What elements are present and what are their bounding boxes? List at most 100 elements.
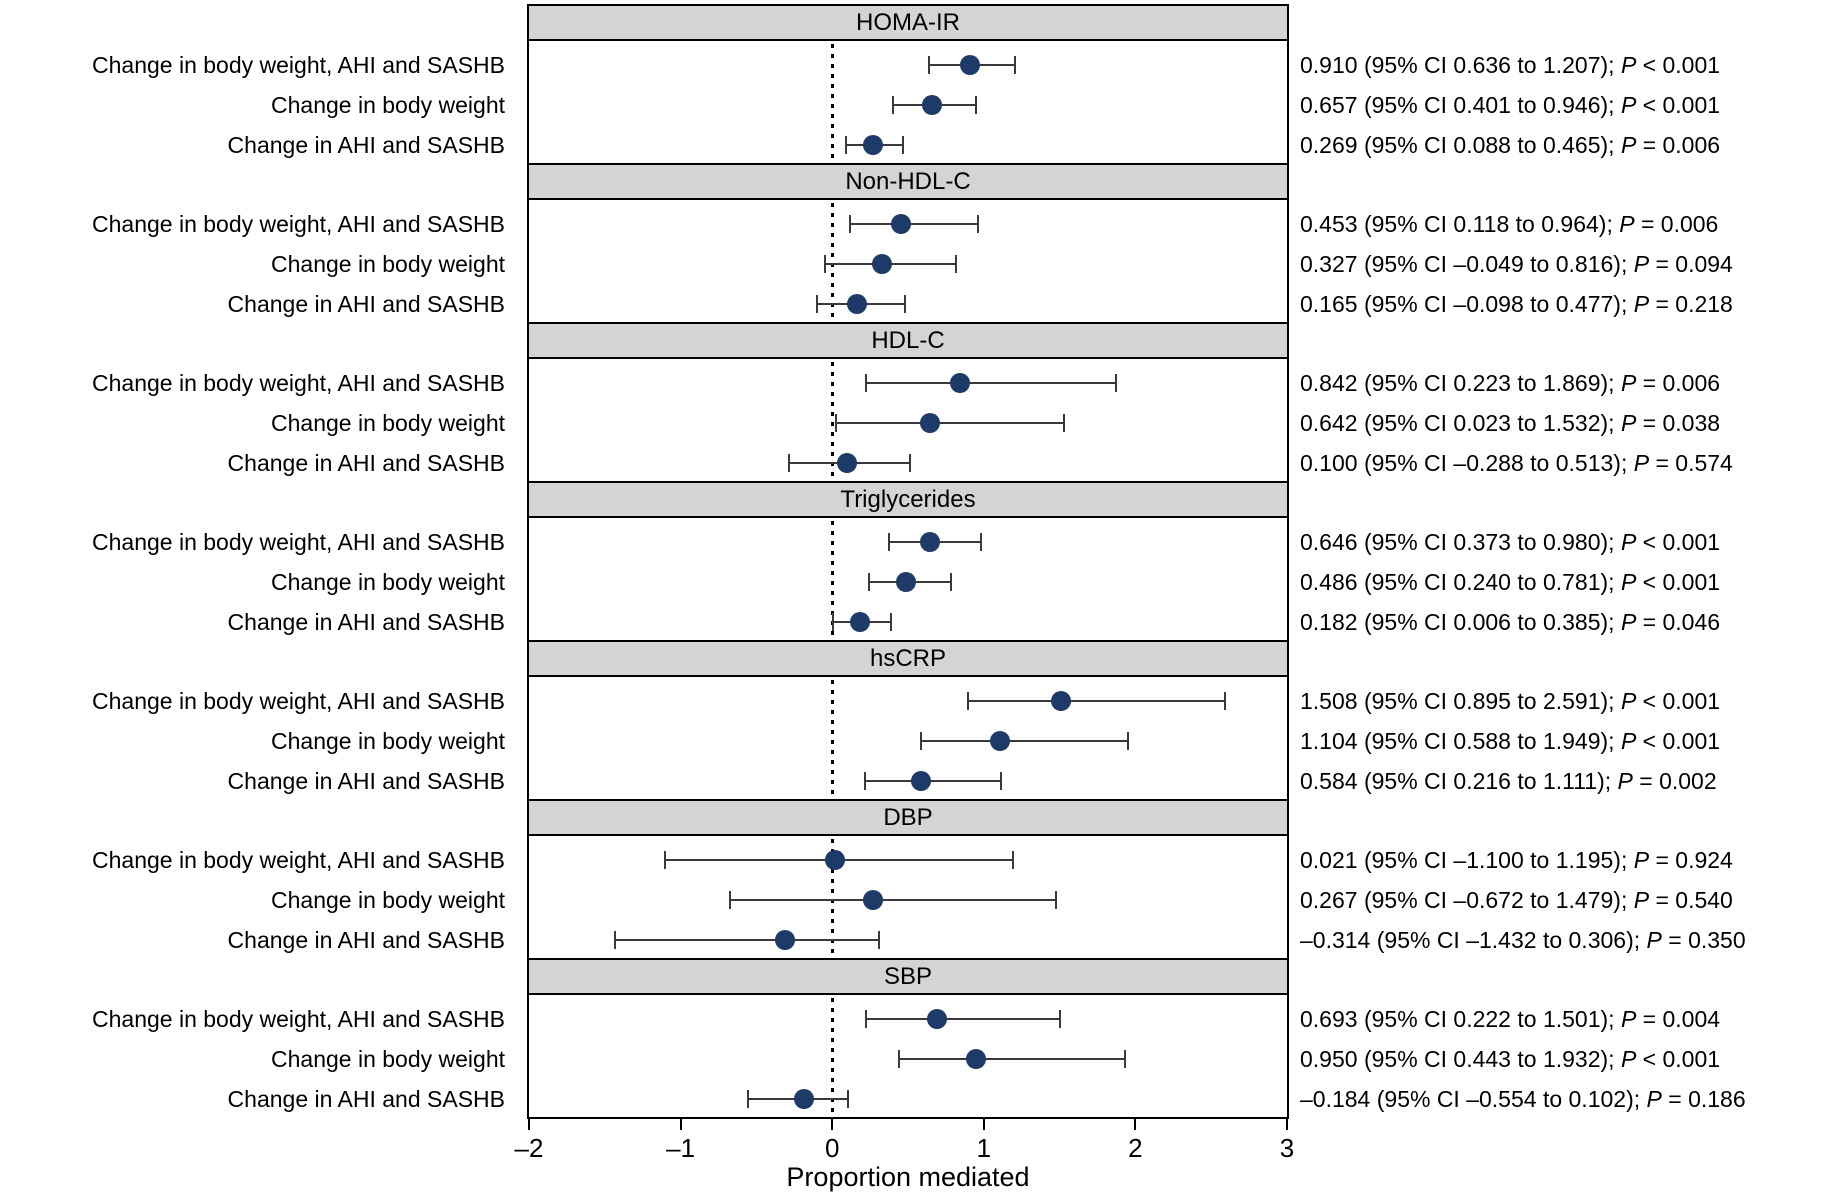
p-value-text: = 0.004: [1636, 1006, 1721, 1032]
outcome-section: Triglycerides: [529, 481, 1287, 640]
point-estimate-dot: [862, 135, 883, 155]
p-symbol: P: [1633, 291, 1650, 317]
point-estimate-dot: [919, 413, 940, 433]
ci-line: [866, 382, 1116, 384]
row-label: Change in AHI and SASHB: [227, 132, 505, 158]
x-tick: [831, 1117, 834, 1130]
p-symbol: P: [1633, 847, 1650, 873]
estimate-ci-text: 0.267 (95% CI –0.672 to 1.479);: [1300, 887, 1634, 913]
estimate-ci-text: 0.269 (95% CI 0.088 to 0.465);: [1300, 132, 1621, 158]
p-symbol: P: [1620, 52, 1637, 78]
p-value-text: = 0.574: [1649, 450, 1733, 476]
x-tick: [982, 1117, 985, 1130]
ci-cap-left: [747, 1090, 750, 1108]
section-header: HDL-C: [529, 322, 1287, 359]
ci-cap-right: [889, 613, 892, 631]
p-value-text: = 0.006: [1634, 211, 1719, 237]
estimate-annotation: 0.950 (95% CI 0.443 to 1.932); P < 0.001: [1300, 1044, 1720, 1074]
ci-cap-left: [898, 1050, 901, 1068]
ci-cap-right: [908, 454, 911, 472]
row-label: Change in body weight, AHI and SASHB: [92, 370, 505, 396]
ci-line: [921, 740, 1128, 742]
ci-cap-right: [979, 533, 982, 551]
point-estimate-dot: [837, 453, 858, 473]
p-symbol: P: [1633, 251, 1650, 277]
estimate-annotation: 0.100 (95% CI –0.288 to 0.513); P = 0.57…: [1300, 448, 1733, 478]
point-estimate-dot: [921, 95, 942, 115]
row-label: Change in body weight: [271, 887, 505, 913]
point-estimate-dot: [910, 771, 931, 791]
ci-cap-right: [901, 136, 904, 154]
x-axis-title: Proportion mediated: [786, 1162, 1030, 1192]
ci-cap-left: [867, 573, 870, 591]
estimate-ci-text: 0.021 (95% CI –1.100 to 1.195);: [1300, 847, 1634, 873]
zero-reference-line: [830, 521, 834, 637]
row-label: Change in body weight, AHI and SASHB: [92, 211, 505, 237]
estimate-ci-text: 0.950 (95% CI 0.443 to 1.932);: [1300, 1046, 1621, 1072]
section-body: [529, 518, 1287, 640]
ci-cap-left: [816, 295, 819, 313]
estimate-annotation: 1.104 (95% CI 0.588 to 1.949); P < 0.001: [1300, 726, 1720, 756]
row-label: Change in body weight: [271, 251, 505, 277]
p-value-text: < 0.001: [1636, 569, 1721, 595]
p-symbol: P: [1620, 569, 1637, 595]
section-body: [529, 995, 1287, 1117]
ci-cap-right: [1126, 732, 1129, 750]
section-body: [529, 200, 1287, 322]
ci-cap-right: [1014, 56, 1017, 74]
ci-cap-right: [977, 215, 980, 233]
p-symbol: P: [1633, 450, 1650, 476]
row-label: Change in AHI and SASHB: [227, 450, 505, 476]
p-symbol: P: [1620, 410, 1637, 436]
ci-cap-right: [974, 96, 977, 114]
p-value-text: = 0.186: [1661, 1086, 1746, 1112]
estimate-annotation: 0.584 (95% CI 0.216 to 1.111); P = 0.002: [1300, 766, 1717, 796]
p-value-text: = 0.218: [1649, 291, 1733, 317]
outcome-section: DBP: [529, 799, 1287, 958]
estimate-annotation: 0.453 (95% CI 0.118 to 0.964); P = 0.006: [1300, 209, 1718, 239]
x-tick: [679, 1117, 682, 1130]
row-label: Change in body weight, AHI and SASHB: [92, 529, 505, 555]
x-tick-label: 1: [976, 1133, 992, 1163]
zero-reference-line: [830, 998, 834, 1114]
row-label: Change in body weight: [271, 569, 505, 595]
section-header: hsCRP: [529, 640, 1287, 677]
x-tick-label: –2: [514, 1133, 544, 1163]
row-label: Change in AHI and SASHB: [227, 291, 505, 317]
ci-line: [864, 780, 1001, 782]
estimate-annotation: 0.486 (95% CI 0.240 to 0.781); P < 0.001: [1300, 567, 1720, 597]
x-tick-label: 2: [1128, 1133, 1143, 1163]
estimate-ci-text: 1.104 (95% CI 0.588 to 1.949);: [1300, 728, 1621, 754]
point-estimate-dot: [949, 373, 970, 393]
section-header: HOMA-IR: [529, 4, 1287, 41]
ci-cap-left: [887, 533, 890, 551]
ci-line: [730, 899, 1057, 901]
ci-cap-left: [787, 454, 790, 472]
ci-line: [967, 700, 1225, 702]
point-estimate-dot: [871, 254, 892, 274]
row-label: Change in body weight: [271, 92, 505, 118]
p-symbol: P: [1620, 1046, 1637, 1072]
ci-cap-right: [846, 1090, 849, 1108]
estimate-ci-text: 0.486 (95% CI 0.240 to 0.781);: [1300, 569, 1621, 595]
p-value-text: = 0.006: [1636, 370, 1721, 396]
x-tick: [1286, 1117, 1288, 1130]
ci-line: [865, 1018, 1060, 1020]
row-label: Change in body weight: [271, 1046, 505, 1072]
outcome-section: SBP: [529, 958, 1287, 1117]
estimate-annotation: 0.182 (95% CI 0.006 to 0.385); P = 0.046: [1300, 607, 1720, 637]
section-header: DBP: [529, 799, 1287, 836]
ci-line: [850, 223, 979, 225]
p-symbol: P: [1617, 768, 1633, 794]
point-estimate-dot: [890, 214, 911, 234]
ci-cap-right: [1063, 414, 1066, 432]
row-label: Change in body weight, AHI and SASHB: [92, 52, 505, 78]
ci-cap-left: [849, 215, 852, 233]
point-estimate-dot: [1050, 691, 1071, 711]
ci-line: [835, 422, 1065, 424]
p-symbol: P: [1620, 132, 1637, 158]
row-label: Change in body weight, AHI and SASHB: [92, 847, 505, 873]
estimate-annotation: 1.508 (95% CI 0.895 to 2.591); P < 0.001: [1300, 686, 1720, 716]
section-header: SBP: [529, 958, 1287, 995]
